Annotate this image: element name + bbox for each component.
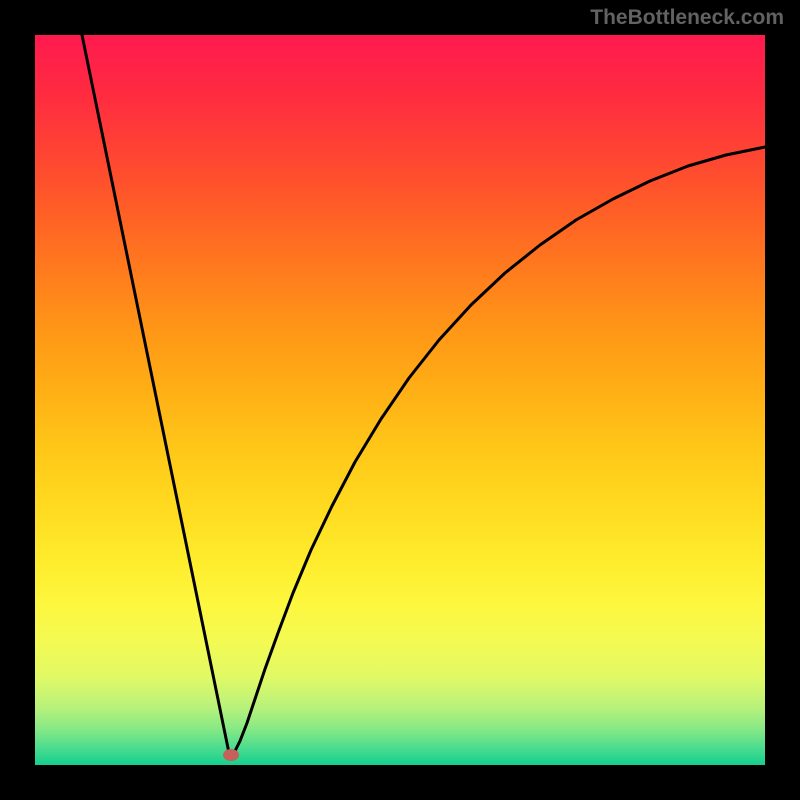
bottleneck-curve-chart	[35, 35, 765, 765]
gradient-background	[35, 35, 765, 765]
plot-area	[35, 35, 765, 765]
chart-container: TheBottleneck.com	[0, 0, 800, 800]
trough-marker	[223, 749, 239, 761]
watermark-text: TheBottleneck.com	[590, 6, 784, 30]
